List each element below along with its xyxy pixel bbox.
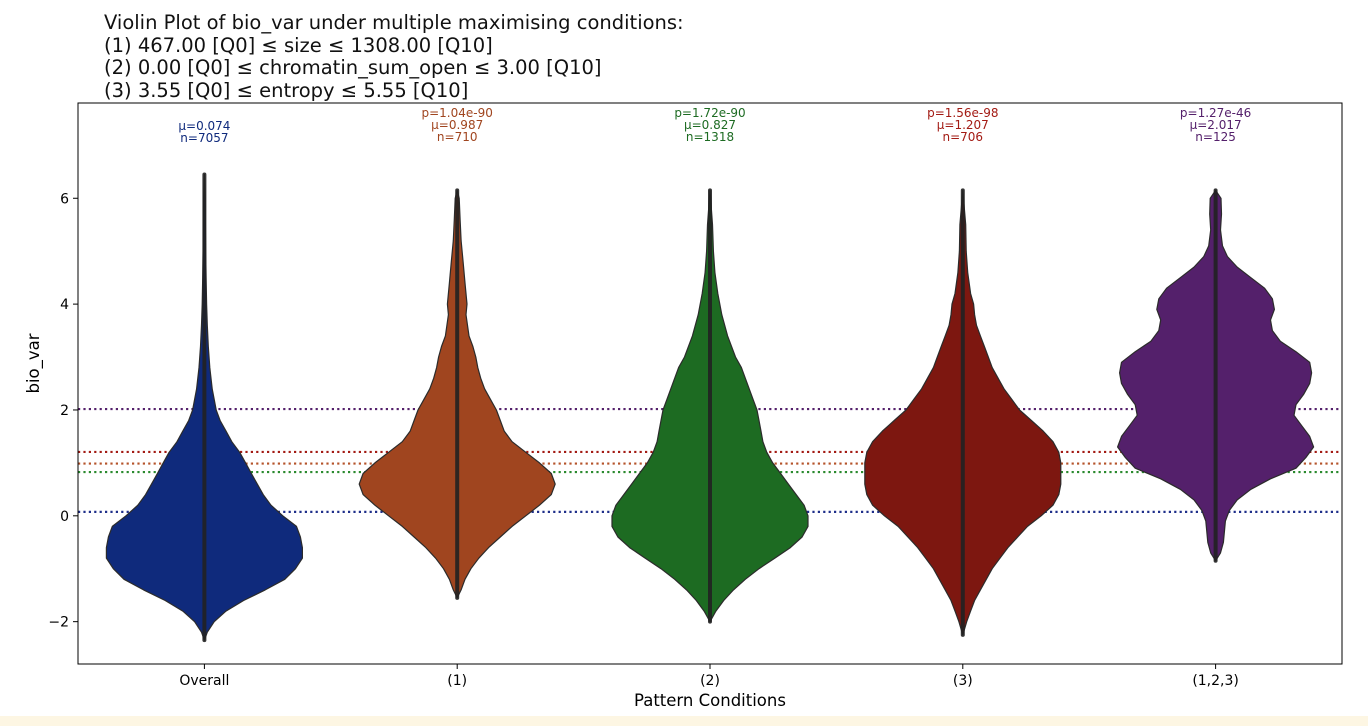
- stats-label-3-1: μ=1.207: [937, 118, 989, 132]
- x-tick-label-3: (3): [953, 673, 973, 689]
- x-tick-label-1: (1): [447, 673, 467, 689]
- y-tick-label-0: −2: [48, 615, 69, 631]
- stats-label-0-1: n=7057: [180, 131, 228, 145]
- y-tick-label-3: 4: [60, 297, 69, 313]
- x-tick-label-0: Overall: [179, 673, 229, 689]
- stats-label-3-2: n=706: [943, 130, 984, 144]
- x-tick-label-2: (2): [700, 673, 720, 689]
- chart-title: Violin Plot of bio_var under multiple ma…: [104, 11, 684, 102]
- stats-label-1-2: n=710: [437, 130, 478, 144]
- x-axis-label: Pattern Conditions: [634, 691, 786, 710]
- stats-label-1-1: μ=0.987: [431, 118, 483, 132]
- stats-label-0-0: μ=0.074: [178, 119, 230, 133]
- plot-frame: [77, 102, 1343, 665]
- y-tick-label-1: 0: [60, 509, 69, 525]
- stats-label-2-1: μ=0.827: [684, 118, 736, 132]
- stats-label-4-2: n=125: [1195, 130, 1236, 144]
- y-tick-label-2: 2: [60, 403, 69, 419]
- title-line-2: (1) 467.00 [Q0] ≤ size ≤ 1308.00 [Q10]: [104, 33, 493, 57]
- stats-label-4-1: μ=2.017: [1190, 118, 1242, 132]
- stats-label-2-2: n=1318: [686, 130, 734, 144]
- title-line-3: (2) 0.00 [Q0] ≤ chromatin_sum_open ≤ 3.0…: [104, 56, 602, 80]
- stats-label-4-0: p=1.27e-46: [1180, 106, 1251, 120]
- bottom-strip: [0, 716, 1368, 726]
- stats-label-2-0: p=1.72e-90: [674, 106, 745, 120]
- stats-label-3-0: p=1.56e-98: [927, 106, 998, 120]
- y-tick-label-4: 6: [60, 191, 69, 207]
- x-tick-label-4: (1,2,3): [1192, 673, 1239, 689]
- stats-label-1-0: p=1.04e-90: [422, 106, 493, 120]
- title-line-4: (3) 3.55 [Q0] ≤ entropy ≤ 5.55 [Q10]: [104, 78, 469, 102]
- y-axis-label: bio_var: [24, 333, 44, 393]
- title-line-1: Violin Plot of bio_var under multiple ma…: [104, 11, 684, 34]
